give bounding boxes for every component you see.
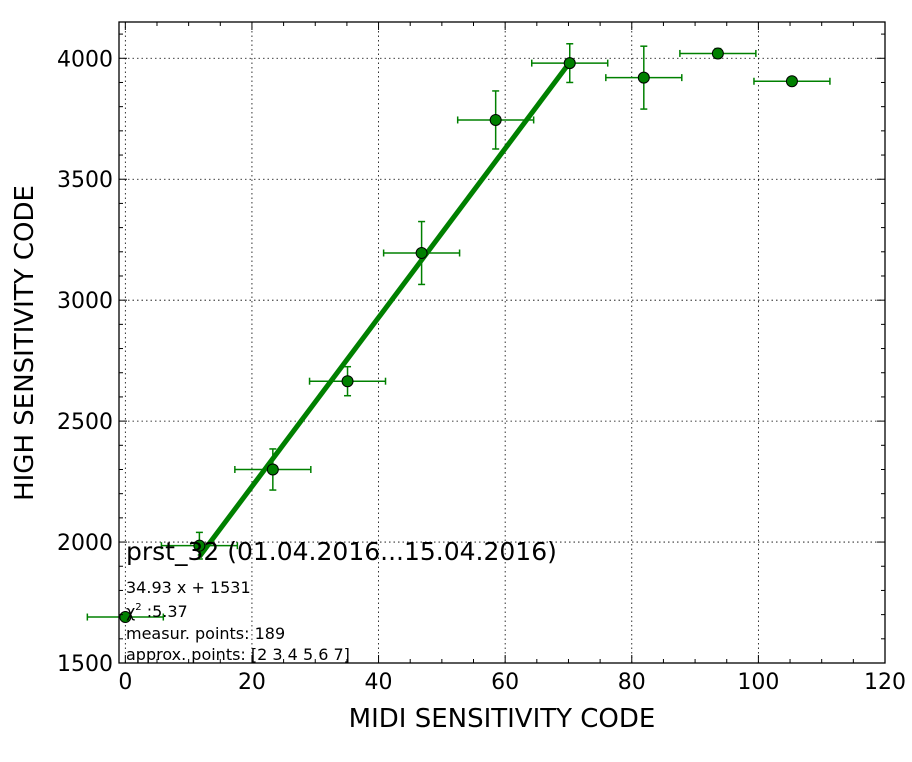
data-point xyxy=(563,57,576,70)
data-point-group xyxy=(382,220,461,286)
data-point xyxy=(637,71,650,84)
data-point xyxy=(711,47,724,60)
data-point-group xyxy=(679,47,757,60)
approx-points-label: approx. points: [2 3 4 5 6 7] xyxy=(126,645,350,664)
x-tick-label: 120 xyxy=(864,670,906,695)
data-point-group xyxy=(308,365,387,397)
data-point xyxy=(785,75,798,88)
y-tick-label: 1500 xyxy=(57,652,113,677)
chi-value: :5.37 xyxy=(142,602,188,621)
data-point xyxy=(341,375,354,388)
chart-title: prst_32 (01.04.2016...15.04.2016) xyxy=(126,537,557,566)
data-point-group xyxy=(531,43,609,84)
data-point-group xyxy=(605,45,683,110)
grid xyxy=(119,22,885,663)
fit-equation: 34.93 x + 1531 xyxy=(126,578,251,597)
x-tick-label: 100 xyxy=(737,670,779,695)
data-point-group xyxy=(753,75,831,88)
x-tick-label: 80 xyxy=(618,670,646,695)
x-tick-label: 60 xyxy=(491,670,519,695)
plot-frame xyxy=(118,21,886,664)
data-point xyxy=(415,247,428,260)
data-point-group xyxy=(456,90,535,150)
y-axis-label: HIGH SENSITIVITY CODE xyxy=(10,185,40,501)
y-tick-label: 2500 xyxy=(57,410,113,435)
y-tick-label: 2000 xyxy=(57,531,113,556)
fit-line-group xyxy=(197,60,572,559)
chi-symbol: χ xyxy=(126,602,135,621)
data-point-group xyxy=(160,531,239,560)
data-point-group xyxy=(234,448,312,491)
data-point xyxy=(193,539,206,552)
y-tick-label: 4000 xyxy=(57,47,113,72)
measurement-points-label: measur. points: 189 xyxy=(126,624,285,643)
y-tick-label: 3000 xyxy=(57,289,113,314)
x-tick-label: 40 xyxy=(365,670,393,695)
chi-superscript: 2 xyxy=(135,602,141,613)
chi-square-label: χ2 :5.37 xyxy=(126,602,188,621)
axis-ticks: 0 20 40 60 80 100 120 1500 2000 2500 3000 3500 4000 xyxy=(57,22,906,695)
data-point xyxy=(266,463,279,476)
fit-line xyxy=(197,60,572,559)
x-tick-label: 0 xyxy=(118,670,132,695)
x-tick-label: 20 xyxy=(238,670,266,695)
y-tick-label: 3500 xyxy=(57,168,113,193)
data-point xyxy=(489,113,502,126)
x-axis-label: MIDI SENSITIVITY CODE xyxy=(349,704,656,734)
